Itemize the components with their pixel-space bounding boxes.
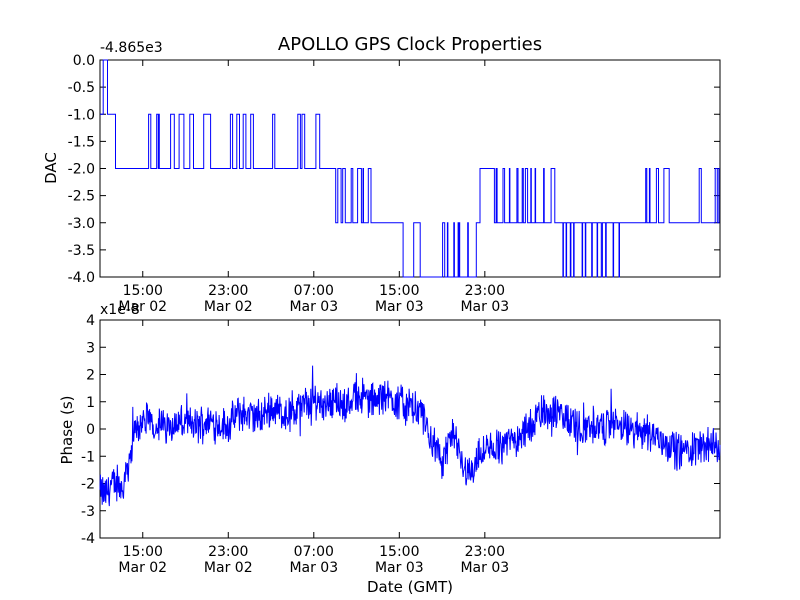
x-tick-date: Mar 03 bbox=[375, 560, 424, 576]
y-tick-label: -1.5 bbox=[68, 134, 95, 150]
y-tick-label: -3 bbox=[81, 504, 95, 520]
dac-y-ticks: 0.0 -0.5 -1.0 -1.5 -2.0 -2.5 -3.0 -3.5 -4.0 bbox=[68, 53, 720, 286]
dac-y-axis-label: DAC bbox=[42, 152, 60, 184]
y-tick-label: -0.5 bbox=[68, 80, 95, 96]
x-tick-date: Mar 02 bbox=[118, 560, 167, 576]
x-tick-time: 23:00 bbox=[465, 283, 505, 299]
phase-y-axis-label: Phase (s) bbox=[58, 395, 76, 464]
x-tick-date: Mar 02 bbox=[204, 560, 253, 576]
x-tick-time: 07:00 bbox=[294, 544, 334, 560]
y-tick-label: -4.0 bbox=[68, 270, 95, 286]
dac-panel: -4.865e3 DAC 0.0 -0.5 -1.0 -1.5 -2.0 -2.5 -3.0… bbox=[42, 40, 721, 315]
x-tick-date: Mar 02 bbox=[118, 299, 167, 315]
y-tick-label: 2 bbox=[86, 368, 95, 384]
y-tick-label: -2.5 bbox=[68, 189, 95, 205]
x-tick-date: Mar 03 bbox=[289, 299, 338, 315]
x-tick-time: 15:00 bbox=[379, 283, 419, 299]
x-tick-time: 15:00 bbox=[123, 283, 163, 299]
y-tick-label: -3.0 bbox=[68, 216, 95, 232]
y-tick-label: 0 bbox=[86, 422, 95, 438]
y-tick-label: -3.5 bbox=[68, 243, 95, 259]
x-tick-time: 07:00 bbox=[294, 283, 334, 299]
phase-y-ticks: 4 3 2 1 0 -1 -2 -3 -4 bbox=[81, 313, 720, 547]
y-tick-label: 3 bbox=[86, 340, 95, 356]
y-tick-label: 1 bbox=[86, 395, 95, 411]
y-tick-label: 4 bbox=[86, 313, 95, 329]
x-tick-time: 23:00 bbox=[465, 544, 505, 560]
x-tick-time: 23:00 bbox=[208, 283, 248, 299]
x-tick-date: Mar 03 bbox=[375, 299, 424, 315]
x-tick-date: Mar 03 bbox=[289, 560, 338, 576]
x-tick-date: Mar 02 bbox=[204, 299, 253, 315]
y-tick-label: -4 bbox=[81, 531, 95, 547]
y-tick-label: -1.0 bbox=[68, 107, 95, 123]
phase-panel: x1e-8 Phase (s) Date (GMT) 4 3 2 1 0 -1 -2 -3 -4… bbox=[58, 302, 721, 596]
y-tick-label: -1 bbox=[81, 449, 95, 465]
y-tick-label: -2.0 bbox=[68, 162, 95, 178]
x-tick-date: Mar 03 bbox=[460, 560, 509, 576]
x-tick-time: 15:00 bbox=[123, 544, 163, 560]
x-tick-time: 23:00 bbox=[208, 544, 248, 560]
figure-title: APOLLO GPS Clock Properties bbox=[278, 34, 542, 55]
x-tick-date: Mar 03 bbox=[460, 299, 509, 315]
dac-series-line bbox=[100, 59, 720, 278]
phase-plot-area bbox=[99, 319, 721, 539]
phase-offset-label: x1e-8 bbox=[100, 302, 140, 318]
y-tick-label: -2 bbox=[81, 477, 95, 493]
phase-x-axis-label: Date (GMT) bbox=[367, 578, 453, 596]
dac-offset-label: -4.865e3 bbox=[100, 40, 163, 56]
x-tick-time: 15:00 bbox=[379, 544, 419, 560]
y-tick-label: 0.0 bbox=[73, 53, 95, 69]
phase-series-line bbox=[99, 365, 721, 507]
